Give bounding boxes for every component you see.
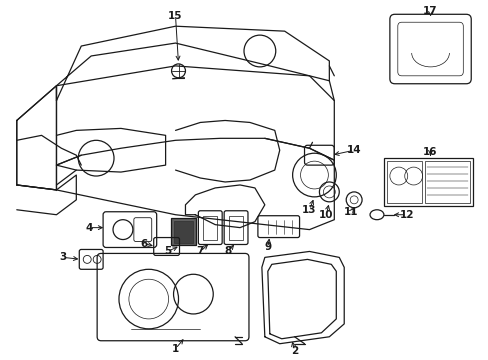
Text: 8: 8 bbox=[224, 247, 231, 256]
Text: 16: 16 bbox=[423, 147, 437, 157]
Text: 9: 9 bbox=[264, 243, 271, 252]
Text: 17: 17 bbox=[423, 6, 437, 16]
Text: 1: 1 bbox=[172, 344, 179, 354]
FancyBboxPatch shape bbox=[170, 218, 196, 246]
Text: 13: 13 bbox=[302, 205, 316, 215]
Text: 12: 12 bbox=[399, 210, 413, 220]
Text: 4: 4 bbox=[85, 222, 93, 233]
Text: 7: 7 bbox=[196, 247, 203, 256]
Text: 11: 11 bbox=[343, 207, 358, 217]
Text: 3: 3 bbox=[60, 252, 67, 262]
Text: 5: 5 bbox=[163, 247, 171, 256]
Text: 10: 10 bbox=[319, 210, 333, 220]
Text: 15: 15 bbox=[168, 11, 183, 21]
Text: 6: 6 bbox=[140, 239, 147, 248]
Text: 14: 14 bbox=[346, 145, 361, 155]
FancyBboxPatch shape bbox=[173, 221, 193, 243]
Text: 2: 2 bbox=[290, 346, 298, 356]
